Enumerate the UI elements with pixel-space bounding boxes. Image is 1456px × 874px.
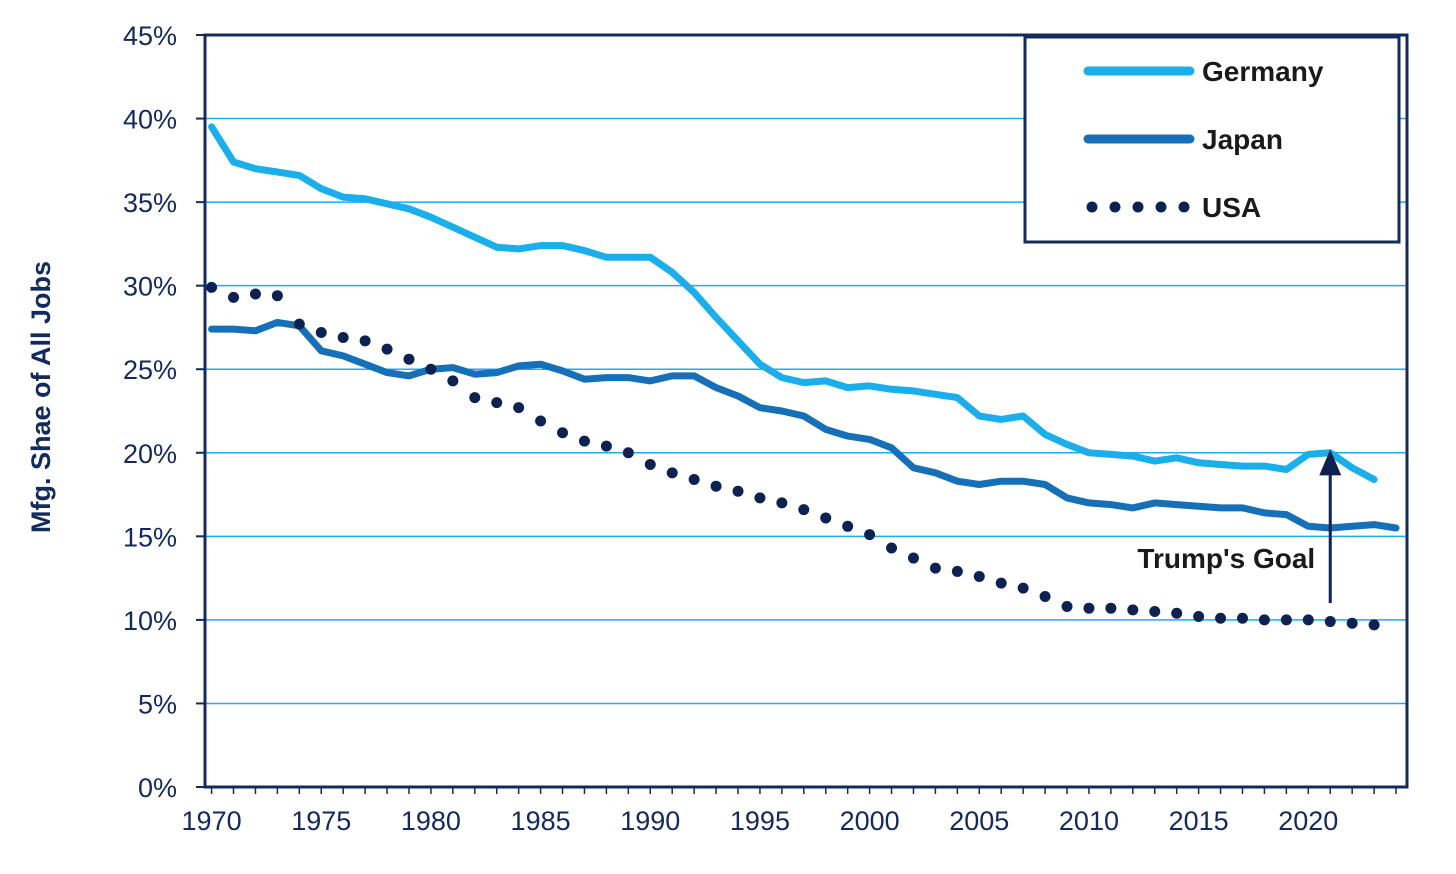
y-tick-label: 30%: [123, 272, 177, 302]
series-germany-line: [208, 123, 1378, 483]
series-usa-point: [600, 440, 612, 452]
legend-label-japan: Japan: [1202, 124, 1283, 155]
y-tick-label: 35%: [123, 188, 177, 218]
series-usa-point: [995, 577, 1007, 589]
series-usa-point: [491, 397, 503, 409]
y-tick-label: 20%: [123, 439, 177, 469]
series-usa-point: [535, 415, 547, 427]
y-axis: 0% 5% 10% 15% 20% 25% 30% 35% 40% 45%: [123, 21, 205, 803]
y-tick-label: 40%: [123, 105, 177, 135]
legend: Germany Japan USA: [1023, 35, 1401, 244]
series-usa-point: [228, 291, 240, 303]
series-usa-point: [425, 363, 437, 375]
series-usa-point: [732, 485, 744, 497]
y-tick-label: 5%: [138, 689, 177, 719]
series-usa-point: [1346, 617, 1358, 629]
series-usa-point: [1039, 590, 1051, 602]
x-axis: 1970 1975 1980 1985 1990 1995 2000 2005 2010 2015…: [182, 787, 1397, 836]
series-usa-point: [710, 480, 722, 492]
series-usa-point: [973, 570, 985, 582]
legend-swatch-usa: [1086, 201, 1098, 213]
series-usa-point: [1127, 604, 1139, 616]
legend-swatch-usa: [1155, 201, 1167, 213]
y-tick-label: 45%: [123, 21, 177, 51]
x-tick-label: 1980: [401, 806, 461, 836]
legend-swatch-usa: [1109, 201, 1121, 213]
y-tick-label: 10%: [123, 606, 177, 636]
series-usa-point: [381, 343, 393, 355]
x-tick-label: 1975: [291, 806, 351, 836]
x-tick-label: 2005: [949, 806, 1009, 836]
series-usa-point: [1017, 582, 1029, 594]
legend-swatch-usa: [1178, 201, 1190, 213]
series-usa-point: [513, 402, 525, 414]
plot-frame: [203, 33, 1409, 789]
series-layer: [206, 123, 1400, 631]
series-usa-point: [1236, 612, 1248, 624]
y-tick-label: 15%: [123, 522, 177, 552]
series-usa-point: [1368, 619, 1380, 631]
series-usa-point: [1083, 602, 1095, 614]
series-usa-point: [557, 427, 569, 439]
series-usa-point: [1193, 611, 1205, 623]
legend-swatch-usa: [1132, 201, 1144, 213]
trumps-goal-annotation: Trump's Goal: [1137, 543, 1315, 574]
annotation-arrow-head: [1319, 449, 1342, 476]
legend-label-usa: USA: [1202, 192, 1261, 223]
series-japan-line: [208, 318, 1400, 532]
series-usa-point: [337, 331, 349, 343]
series-usa-point: [864, 529, 876, 541]
x-tick-label: 2015: [1169, 806, 1229, 836]
series-usa-point: [469, 392, 481, 404]
legend-label-germany: Germany: [1202, 56, 1324, 87]
x-tick-label: 1970: [182, 806, 242, 836]
series-usa-point: [359, 335, 371, 347]
x-tick-label: 2010: [1059, 806, 1119, 836]
series-usa-point: [293, 318, 305, 330]
series-usa: [206, 281, 1380, 631]
series-usa-point: [447, 375, 459, 387]
series-usa-point: [1171, 607, 1183, 619]
series-usa-point: [907, 552, 919, 564]
series-usa-point: [776, 497, 788, 509]
series-usa-point: [1215, 612, 1227, 624]
x-tick-label: 2020: [1278, 806, 1338, 836]
series-usa-point: [271, 290, 283, 302]
series-usa-point: [249, 288, 261, 300]
series-usa-point: [315, 326, 327, 338]
series-usa-point: [886, 542, 898, 554]
x-tick-label: 1985: [511, 806, 571, 836]
series-usa-point: [206, 281, 218, 293]
series-usa-point: [578, 435, 590, 447]
series-usa-point: [1061, 601, 1073, 613]
x-tick-label: 1990: [620, 806, 680, 836]
series-usa-point: [666, 467, 678, 479]
series-usa-point: [951, 565, 963, 577]
series-usa-point: [754, 492, 766, 504]
series-usa-point: [403, 353, 415, 365]
series-usa-point: [798, 504, 810, 516]
x-tick-label: 2000: [840, 806, 900, 836]
series-usa-point: [1280, 614, 1292, 626]
series-usa-point: [1324, 616, 1336, 628]
series-usa-point: [1302, 614, 1314, 626]
series-usa-point: [622, 447, 634, 459]
series-usa-point: [1258, 614, 1270, 626]
series-usa-point: [820, 512, 832, 524]
series-usa-point: [1105, 602, 1117, 614]
y-axis-label: Mfg. Shae of All Jobs: [26, 261, 56, 533]
series-usa-point: [644, 458, 656, 470]
series-usa-point: [1149, 606, 1161, 618]
series-usa-point: [842, 520, 854, 532]
y-tick-label: 0%: [138, 773, 177, 803]
x-tick-label: 1995: [730, 806, 790, 836]
series-usa-point: [929, 562, 941, 574]
annotation-layer: Trump's Goal: [1137, 449, 1342, 604]
series-usa-point: [688, 474, 700, 486]
y-tick-label: 25%: [123, 355, 177, 385]
